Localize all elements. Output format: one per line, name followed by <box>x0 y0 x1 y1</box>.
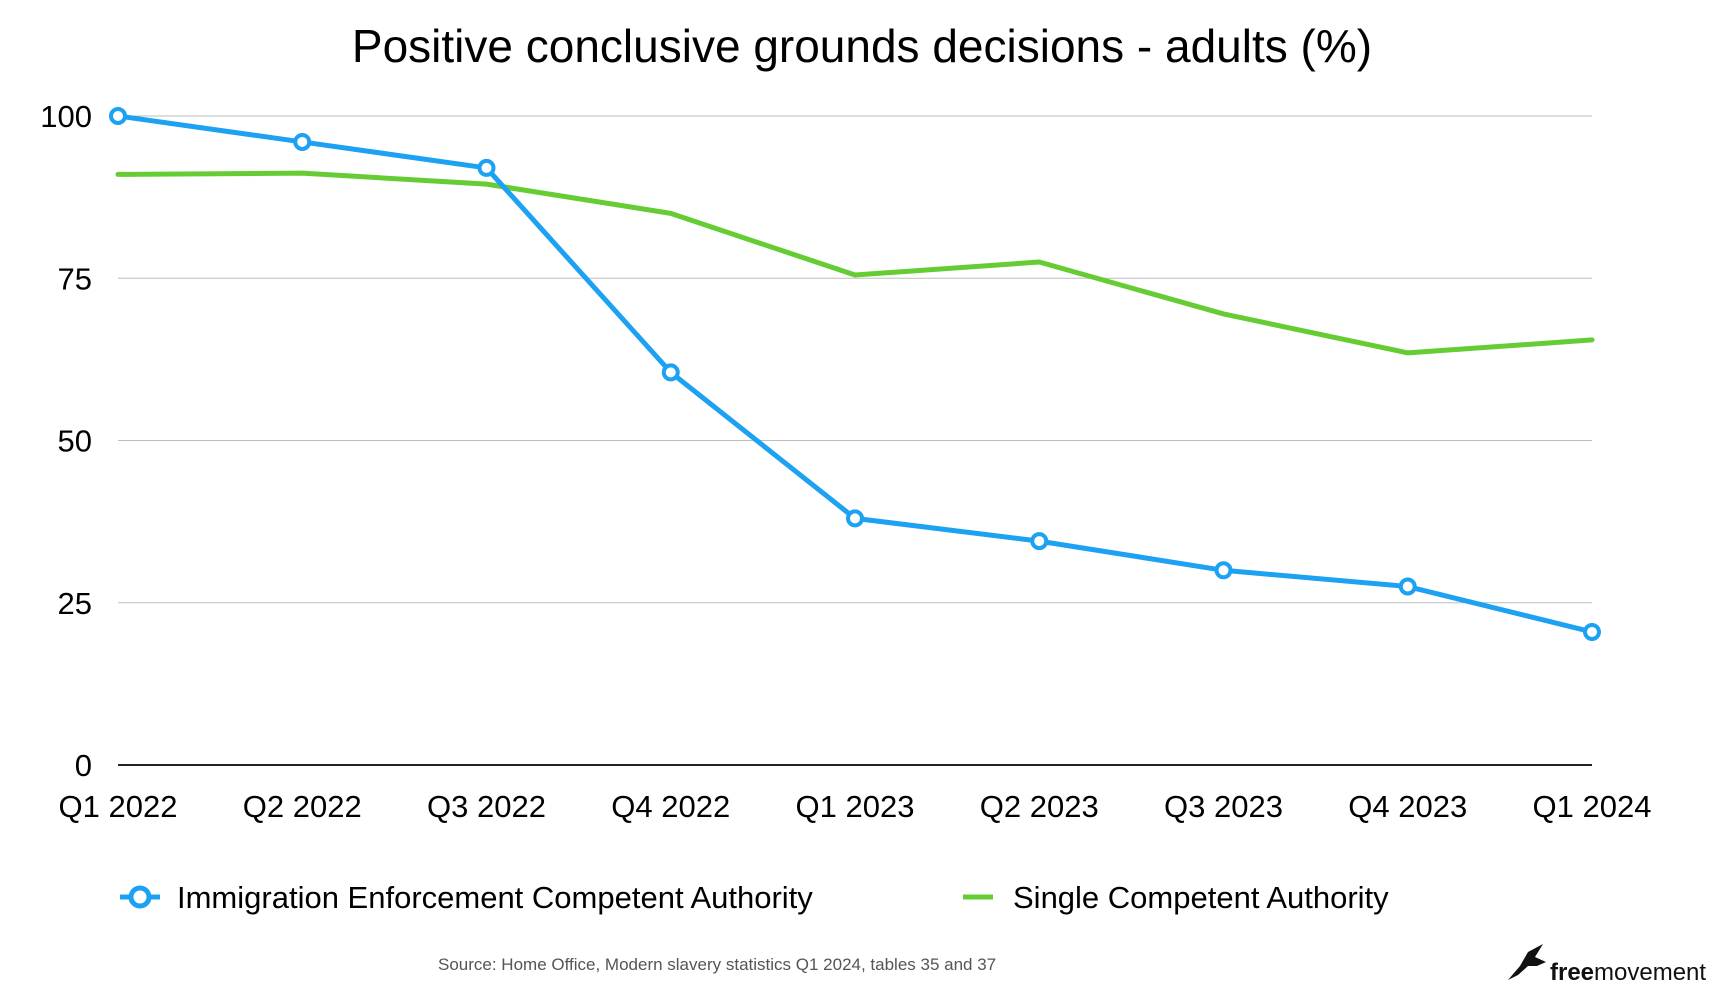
data-point <box>293 132 312 151</box>
legend-item-immigration-enforcement: Immigration Enforcement Competent Author… <box>120 880 813 915</box>
data-point <box>1583 622 1601 641</box>
x-tick-label: Q2 2023 <box>980 789 1099 824</box>
data-point <box>1030 532 1049 551</box>
x-axis: Q1 2022 Q2 2022 Q3 2022 Q4 2022 Q1 2023 Q2 20… <box>59 789 1652 824</box>
legend-marker-blue <box>128 885 152 909</box>
plot-area <box>109 107 1601 641</box>
series-immigration-enforcement-competent-authority <box>109 107 1601 641</box>
gridlines <box>118 115 1592 766</box>
series-single-competent-authority <box>115 170 1595 356</box>
data-point <box>477 158 496 177</box>
x-tick-label: Q3 2022 <box>427 789 546 824</box>
x-tick-label: Q1 2024 <box>1533 789 1652 824</box>
logo-text: freemovement <box>1550 959 1706 986</box>
source-note: Source: Home Office, Modern slavery stat… <box>438 955 996 974</box>
x-tick-label: Q2 2022 <box>243 789 362 824</box>
x-tick-label: Q4 2023 <box>1348 789 1467 824</box>
data-point <box>1214 561 1233 580</box>
data-point <box>109 107 127 125</box>
data-point <box>846 509 864 528</box>
x-tick-label: Q1 2023 <box>796 789 915 824</box>
logo-regular: movement <box>1594 959 1706 986</box>
x-tick-label: Q3 2023 <box>1164 789 1283 824</box>
legend-label: Single Competent Authority <box>1013 880 1389 915</box>
y-axis: 0 25 50 75 100 <box>40 99 92 783</box>
chart-title: Positive conclusive grounds decisions - … <box>352 20 1372 72</box>
legend: Immigration Enforcement Competent Author… <box>120 880 1389 915</box>
y-tick-label: 50 <box>58 424 92 459</box>
x-tick-label: Q4 2022 <box>611 789 730 824</box>
data-point <box>661 363 680 382</box>
bird-icon <box>1508 944 1546 980</box>
logo-bold: free <box>1550 959 1594 986</box>
series-line <box>115 113 1595 635</box>
y-tick-label: 75 <box>58 261 92 296</box>
series-line <box>115 170 1595 356</box>
freemovement-logo: freemovement <box>1508 944 1706 986</box>
y-tick-label: 100 <box>40 99 92 134</box>
data-point <box>1398 577 1417 596</box>
x-tick-label: Q1 2022 <box>59 789 178 824</box>
legend-item-single-competent: Single Competent Authority <box>963 880 1389 915</box>
legend-label: Immigration Enforcement Competent Author… <box>177 880 813 915</box>
y-tick-label: 0 <box>75 748 92 783</box>
y-tick-label: 25 <box>58 586 92 621</box>
